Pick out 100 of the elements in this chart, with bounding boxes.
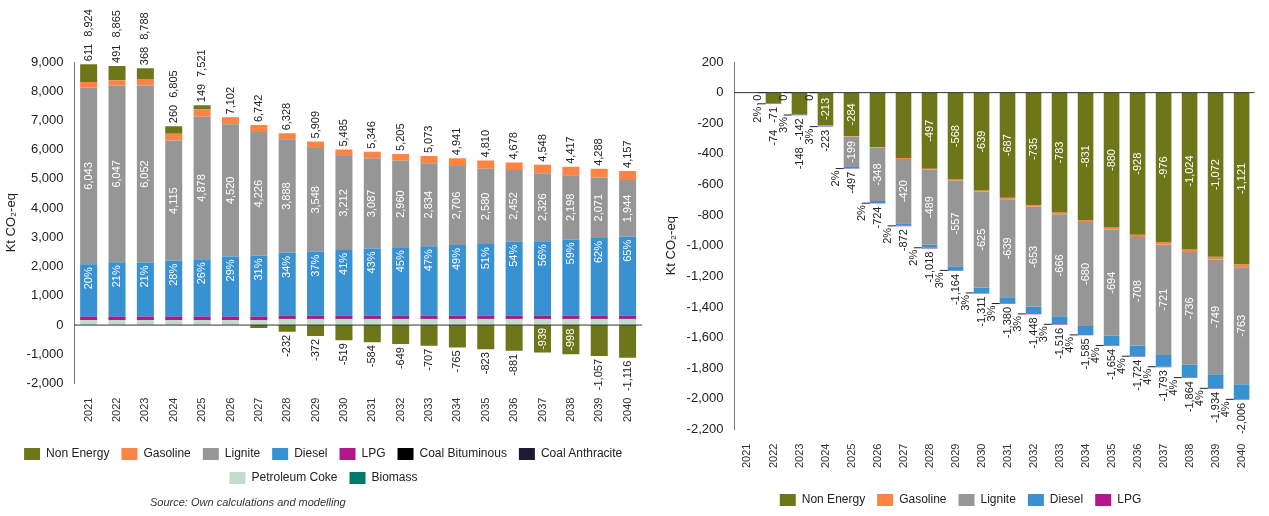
data-label: 2,452: [507, 192, 520, 220]
data-label: 491: [110, 44, 123, 63]
data-label: -420: [896, 180, 909, 203]
data-label: 3,548: [308, 186, 321, 214]
data-label: -213: [818, 97, 831, 120]
legend-label: Petroleum Coke: [251, 470, 338, 485]
total-label: 4,810: [478, 129, 491, 158]
total-label: -1,934: [1208, 391, 1221, 423]
x-tick-label: 2033: [422, 397, 435, 423]
total-label: 4,941: [450, 127, 463, 156]
total-label: -1,516: [1052, 327, 1065, 359]
data-label: -639: [974, 130, 987, 153]
total-label: 8,924: [81, 9, 94, 37]
x-tick-label: 2022: [110, 397, 123, 423]
data-label: -489: [922, 196, 935, 219]
y-tick-label: 6,000: [30, 141, 64, 157]
data-label: 2,198: [563, 193, 576, 222]
data-label: -666: [1052, 254, 1065, 277]
total-label: 4,288: [592, 138, 605, 166]
x-tick-label: 2035: [478, 397, 491, 423]
data-label: 1,944: [620, 194, 633, 223]
x-tick-label: 2026: [223, 397, 236, 423]
data-label: -823: [478, 352, 491, 375]
annotation: 59%: [563, 242, 576, 265]
x-tick-label: 2037: [1156, 443, 1169, 469]
x-tick-label: 2039: [592, 397, 605, 423]
y-tick-label: -800: [697, 206, 724, 222]
y-tick-label: 1,000: [30, 287, 64, 303]
x-tick-label: 2031: [365, 397, 378, 423]
annotation: 3%: [932, 272, 945, 289]
total-label: 5,205: [393, 123, 406, 151]
x-tick-label: 2027: [896, 443, 909, 469]
total-label: 8,788: [138, 12, 151, 40]
x-tick-label: 2027: [251, 397, 264, 423]
annotation: 45%: [393, 250, 406, 273]
legend-label: Gasoline: [143, 446, 192, 461]
data-label: 6,052: [138, 160, 151, 188]
data-label: -1,121: [1234, 162, 1247, 195]
data-label: 2,071: [592, 193, 605, 222]
total-label: -1,793: [1156, 370, 1169, 402]
annotation: 54%: [507, 244, 520, 267]
annotation: 26%: [195, 262, 208, 285]
total-label: -1,380: [1000, 306, 1013, 339]
legend-label: Non Energy: [46, 446, 110, 461]
y-tick-label: -400: [697, 145, 724, 161]
total-label: 6,742: [251, 94, 264, 123]
legend-label: Coal Bituminous: [419, 446, 507, 461]
data-label: -625: [974, 228, 987, 251]
x-tick-label: 2040: [1234, 443, 1247, 469]
y-tick-label: -1,000: [686, 237, 724, 253]
x-tick-label: 2039: [1208, 443, 1221, 469]
x-tick-label: 2029: [948, 443, 961, 469]
total-label: -872: [896, 229, 909, 252]
x-tick-label: 2026: [870, 443, 883, 469]
x-tick-label: 2022: [766, 443, 779, 469]
data-label: -708: [1130, 280, 1143, 303]
annotation: 3%: [776, 116, 789, 133]
y-tick-label: 5,000: [30, 170, 64, 186]
x-tick-label: 2024: [818, 443, 831, 469]
data-label: 4,520: [223, 176, 236, 205]
legend-label: Non Energy: [801, 492, 866, 507]
annotation: 21%: [138, 265, 151, 288]
data-label: -232: [280, 334, 293, 357]
y-axis-title: Kt CO₂-eq: [3, 193, 19, 253]
y-tick-label: -1,800: [686, 359, 724, 375]
data-label: -497: [922, 119, 935, 142]
annotation: 20%: [81, 267, 94, 290]
data-label: -763: [1234, 314, 1247, 337]
data-label: 3,087: [365, 189, 378, 218]
y-tick-label: -1,400: [686, 298, 724, 314]
total-label: -1,311: [974, 296, 987, 327]
annotation: 21%: [110, 265, 123, 288]
data-label: -939: [535, 327, 548, 350]
annotation: 31%: [251, 258, 264, 281]
data-label: -735: [1026, 137, 1039, 160]
data-label: -736: [1182, 297, 1195, 320]
x-tick-label: 2028: [280, 397, 293, 423]
annotation: 2%: [854, 204, 867, 222]
annotation: 2%: [906, 249, 919, 266]
total-label: 4,548: [535, 134, 548, 162]
y-tick-label: 200: [701, 53, 724, 69]
x-tick-label: 2023: [792, 443, 805, 469]
data-label: 2,580: [478, 192, 491, 221]
x-tick-label: 2034: [450, 397, 463, 423]
x-tick-label: 2033: [1052, 443, 1065, 469]
data-label: 0: [776, 94, 789, 101]
data-label: 6,043: [81, 162, 94, 190]
data-label: -568: [948, 125, 961, 148]
legend-label: Biomass: [371, 470, 418, 485]
data-label: -680: [1078, 262, 1091, 285]
total-label: -2,006: [1234, 402, 1247, 435]
data-label: -1,057: [592, 358, 605, 391]
annotation: 41%: [336, 252, 349, 275]
y-tick-label: -200: [697, 114, 724, 130]
data-label: -765: [450, 350, 463, 373]
x-tick-label: 2025: [195, 397, 208, 423]
data-label: -976: [1156, 156, 1169, 179]
x-tick-label: 2028: [922, 443, 935, 469]
total-label: -1,585: [1078, 338, 1091, 370]
x-tick-label: 2029: [308, 397, 321, 423]
